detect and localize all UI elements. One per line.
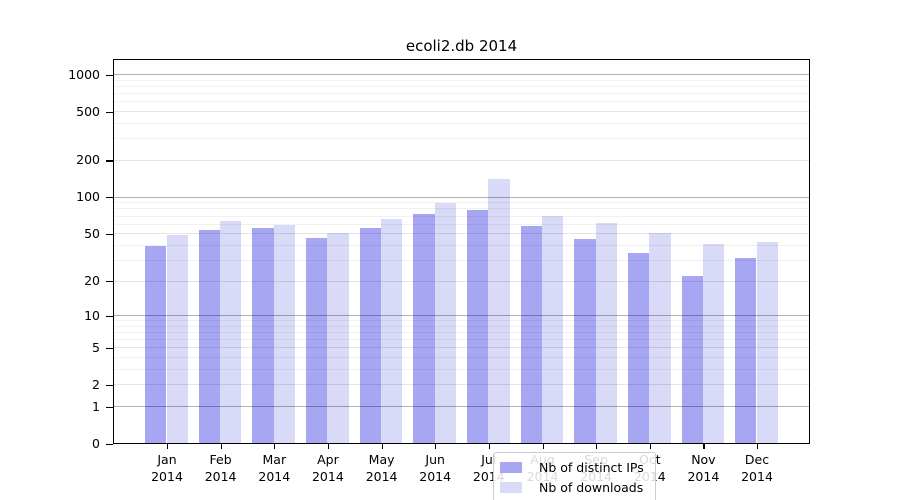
- legend-label-downloads: Nb of downloads: [539, 479, 644, 495]
- bar-downloads-aug: [542, 216, 564, 443]
- x-tick-mark: [596, 443, 598, 449]
- bar-distinct-ips-apr: [306, 237, 328, 443]
- y-tick-label-0: 0: [92, 435, 100, 451]
- x-tick-mark: [649, 443, 651, 449]
- bar-downloads-mar: [273, 225, 296, 443]
- bar-downloads-jan: [166, 235, 188, 443]
- bar-downloads-apr: [327, 233, 349, 443]
- y-tick-mark: [106, 315, 113, 317]
- bar-distinct-ips-jun: [413, 214, 435, 443]
- y-tick-label-2: 2: [92, 376, 100, 392]
- y-tick-label-100: 100: [76, 189, 100, 205]
- bar-downloads-sep: [595, 222, 617, 443]
- bar-downloads-feb: [220, 221, 242, 443]
- y-tick-label-50: 50: [84, 225, 100, 241]
- legend-label-distinct-ips: Nb of distinct IPs: [539, 459, 644, 475]
- bar-downloads-oct: [649, 233, 671, 443]
- y-tick-label-10: 10: [84, 307, 100, 323]
- bar-downloads-dec: [756, 242, 778, 443]
- x-tick-mark: [274, 443, 276, 449]
- legend-swatch-downloads: [500, 481, 522, 493]
- x-tick-label-apr: Apr 2014: [311, 452, 344, 484]
- bar-downloads-jul: [488, 178, 510, 443]
- bars-layer: [114, 60, 809, 443]
- bar-distinct-ips-aug: [520, 226, 542, 443]
- x-tick-label-mar: Mar 2014: [258, 452, 291, 484]
- y-tick-label-20: 20: [84, 273, 100, 288]
- y-tick-mark: [106, 406, 113, 408]
- y-tick-mark: [106, 74, 113, 76]
- plot-area: Nb of distinct IPs Nb of downloads: [113, 59, 810, 500]
- legend-swatch-distinct-ips: [500, 461, 522, 473]
- bar-downloads-jun: [434, 202, 457, 443]
- bar-distinct-ips-jul: [466, 209, 489, 443]
- chart-title: ecoli2.db 2014: [405, 37, 518, 55]
- y-tick-label-200: 200: [76, 152, 100, 168]
- y-tick-label-1: 1: [92, 398, 100, 414]
- legend-item-downloads: Nb of downloads: [500, 477, 644, 497]
- y-tick-mark: [106, 233, 113, 235]
- bar-distinct-ips-dec: [735, 258, 757, 443]
- bar-distinct-ips-jan: [145, 246, 167, 443]
- x-tick-label-jan: Jan 2014: [151, 452, 183, 484]
- bar-downloads-may: [381, 219, 403, 443]
- y-tick-mark: [106, 160, 113, 162]
- x-tick-mark: [381, 443, 383, 449]
- x-tick-mark: [327, 443, 330, 449]
- bar-downloads-nov: [702, 243, 725, 443]
- x-tick-mark: [488, 443, 490, 449]
- y-tick-mark: [106, 281, 113, 283]
- y-tick-mark: [106, 384, 113, 387]
- bar-distinct-ips-may: [359, 228, 382, 443]
- bar-distinct-ips-nov: [681, 275, 703, 443]
- x-tick-label-nov: Nov 2014: [687, 452, 720, 484]
- x-tick-mark: [167, 443, 169, 449]
- y-tick-mark: [106, 347, 113, 350]
- legend-item-distinct-ips: Nb of distinct IPs: [500, 457, 644, 477]
- x-tick-label-may: May 2014: [365, 452, 398, 484]
- x-tick-mark: [435, 443, 437, 449]
- bar-distinct-ips-feb: [198, 230, 221, 443]
- bar-distinct-ips-mar: [252, 228, 274, 443]
- bar-distinct-ips-oct: [627, 253, 650, 443]
- bar-distinct-ips-sep: [574, 238, 596, 443]
- y-tick-label-5: 5: [92, 339, 100, 355]
- y-tick-mark: [106, 443, 113, 445]
- x-tick-mark: [703, 443, 705, 449]
- x-tick-mark: [757, 443, 759, 449]
- x-tick-label-jun: Jun 2014: [419, 452, 452, 484]
- y-tick-label-500: 500: [76, 103, 100, 119]
- y-tick-mark: [106, 197, 113, 199]
- y-tick-mark: [106, 111, 113, 113]
- legend: Nb of distinct IPs Nb of downloads: [493, 452, 656, 500]
- x-tick-label-feb: Feb 2014: [204, 452, 237, 484]
- x-tick-label-dec: Dec 2014: [741, 452, 773, 484]
- y-tick-label-1000: 1000: [68, 66, 100, 82]
- x-tick-mark: [542, 443, 544, 449]
- x-tick-mark: [220, 443, 222, 449]
